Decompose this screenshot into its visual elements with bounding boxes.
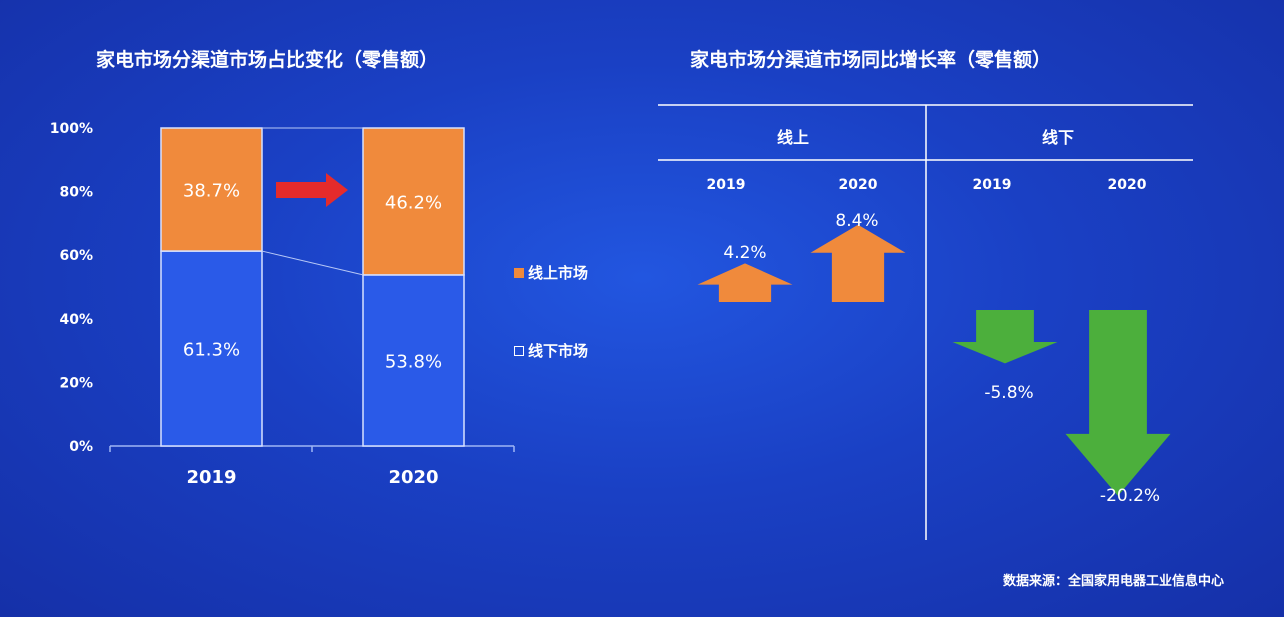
y-tick-label: 40% [59,312,93,328]
x-tick-label-2019: 2019 [186,467,236,488]
up-arrow-icon-2020 [810,224,906,302]
growth-label-online-2019: 4.2% [723,243,767,263]
legend-label-online: 线上市场 [528,264,589,282]
bar-label-offline-2019: 61.3% [183,340,240,361]
legend-swatch-offline [514,345,524,356]
right-chart-title: 家电市场分渠道市场同比增长率（零售额） [690,49,1052,71]
header-online: 线上 [776,128,810,147]
legend-swatch-online [514,267,524,278]
y-tick-label: 60% [59,248,93,264]
bar-online-2020 [362,127,465,276]
growth-year-offline-2020: 2020 [1107,177,1147,193]
connector-line [261,250,364,276]
bar-label-online-2019: 38.7% [183,181,240,202]
down-arrow-icon-2020 [1065,310,1171,496]
data-source: 数据来源：全国家用电器工业信息中心 [1002,574,1224,589]
growth-year-online-2020: 2020 [838,177,878,193]
up-arrow-icon-2019 [697,263,793,302]
growth-year-online-2019: 2019 [706,177,746,193]
x-tick-label-2020: 2020 [388,467,438,488]
bar-label-online-2020: 46.2% [385,192,442,213]
header-offline: 线下 [1041,128,1075,147]
bar-label-offline-2020: 53.8% [385,351,442,372]
bar-online-2019 [160,127,263,252]
growth-label-offline-2020: -20.2% [1099,486,1161,506]
y-tick-label: 20% [59,375,93,391]
left-chart-title: 家电市场分渠道市场占比变化（零售额） [96,49,439,71]
y-tick-label: 100% [50,121,93,137]
legend-offline: 线下市场 [514,340,588,361]
y-tick-label: 80% [59,185,93,201]
legend-online: 线上市场 [514,262,588,283]
growth-year-offline-2019: 2019 [972,177,1012,193]
bar-offline-2020 [362,274,465,447]
y-tick-label: 0% [69,439,93,455]
growth-label-offline-2019: -5.8% [984,383,1034,403]
change-arrow-icon [276,173,348,207]
down-arrow-icon-2019 [952,310,1058,364]
growth-label-online-2020: 8.4% [835,211,879,231]
legend-label-offline: 线下市场 [528,342,589,360]
